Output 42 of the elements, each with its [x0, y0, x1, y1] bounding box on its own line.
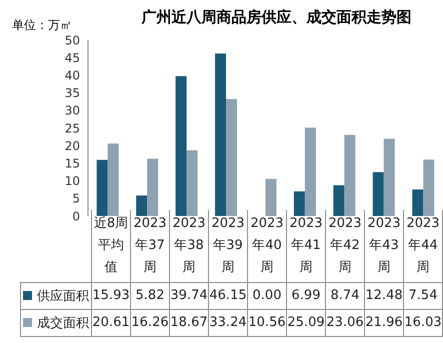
y-tick-label: 45: [64, 50, 80, 65]
y-axis-title: 单位：万㎡: [12, 17, 72, 34]
data-label: 39.74: [170, 282, 208, 309]
data-label: 6.99: [286, 282, 326, 309]
y-tick-label: 0: [72, 209, 80, 224]
legend-label: 供应面积: [20, 282, 92, 309]
data-label: 16.26: [130, 309, 170, 336]
legend-label: 成交面积: [20, 309, 92, 336]
data-label: 5.82: [130, 282, 170, 309]
y-tick-label: 5: [72, 192, 80, 206]
y-tick-label: 40: [64, 68, 80, 82]
x-tick-label: 2023年44周: [404, 212, 442, 279]
data-label: 10.56: [248, 309, 286, 336]
y-tick-label: 35: [64, 86, 80, 100]
data-label: 7.54: [404, 282, 442, 309]
data-label: 12.48: [364, 282, 404, 309]
data-label: 20.61: [92, 309, 130, 336]
data-label: 15.93: [92, 282, 130, 309]
y-tick-label: 20: [64, 138, 80, 153]
x-tick-label: 2023年43周: [365, 212, 403, 279]
data-label: 23.06: [326, 309, 364, 336]
chart-title: 广州近八周商品房供应、成交面积走势图: [140, 8, 412, 27]
x-tick-label: 2023年40周: [248, 212, 286, 279]
data-label: 8.74: [326, 282, 364, 309]
x-tick-label: 2023年38周: [170, 212, 208, 279]
x-tick-label: 近8周平均值: [92, 212, 130, 279]
data-label: 46.15: [208, 282, 248, 309]
data-label: 21.96: [364, 309, 404, 336]
x-tick-label: 2023年42周: [326, 212, 364, 279]
y-tick-label: 50: [64, 33, 80, 48]
data-label: 33.24: [208, 309, 248, 336]
y-tick-label: 10: [64, 174, 80, 188]
data-label: 16.03: [404, 309, 442, 336]
x-tick-label: 2023年41周: [287, 212, 325, 279]
x-tick-label: 2023年37周: [131, 212, 169, 279]
x-tick-label: 2023年39周: [209, 212, 247, 279]
y-tick-label: 15: [64, 156, 80, 170]
data-label: 0.00: [248, 282, 286, 309]
data-label: 25.09: [286, 309, 326, 336]
y-tick-label: 25: [64, 121, 80, 136]
y-tick-label: 30: [64, 104, 80, 118]
data-label: 18.67: [170, 309, 208, 336]
